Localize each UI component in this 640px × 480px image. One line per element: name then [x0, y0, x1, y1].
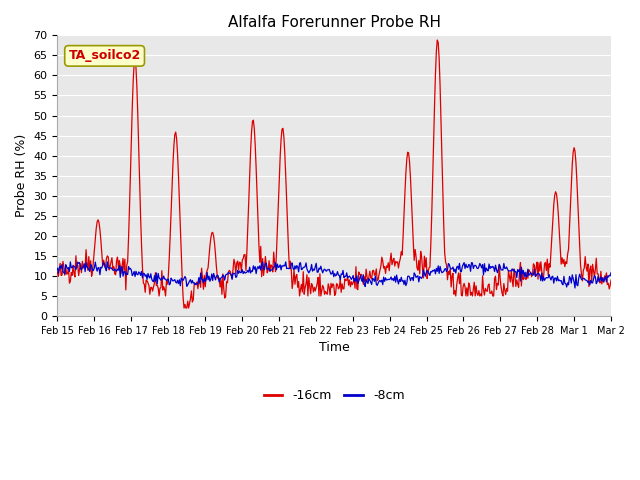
- Legend: -16cm, -8cm: -16cm, -8cm: [259, 384, 410, 407]
- Text: TA_soilco2: TA_soilco2: [68, 49, 141, 62]
- Y-axis label: Probe RH (%): Probe RH (%): [15, 134, 28, 217]
- X-axis label: Time: Time: [319, 341, 349, 354]
- Title: Alfalfa Forerunner Probe RH: Alfalfa Forerunner Probe RH: [228, 15, 441, 30]
